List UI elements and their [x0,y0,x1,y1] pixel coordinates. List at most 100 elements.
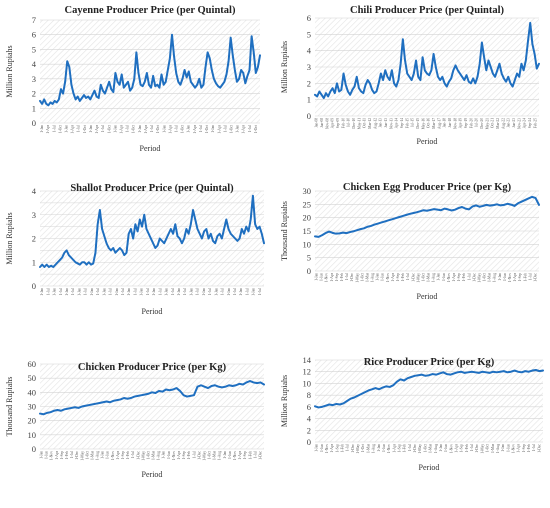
x-tick-label: 1-Sep [182,451,186,460]
x-tick-label: Dec-20 [480,118,484,129]
x-tick-label: Apr-09 [331,118,335,129]
x-tick-label: 1-Jan [162,125,166,133]
x-tick-label: Oct-11 [363,118,367,128]
chart-title: Rice Producer Price (per Kg) [364,357,495,368]
x-tick-label: 1-Feb [401,273,405,282]
x-tick-label: 1-Sep [457,273,461,282]
x-tick-label: 1-Apr [242,124,246,133]
x-tick-label: 1-Nov [111,451,115,460]
plot-area [40,20,260,123]
x-tick-label: 1-Feb [527,444,531,453]
x-tick-label: 1-Dec [136,451,140,460]
x-tick-label: 1-May [416,273,420,283]
x-tick-label: Feb-20 [469,118,473,128]
x-tick-label: Sep-14 [400,118,404,128]
x-tick-label: Jul-20 [475,118,479,127]
x-tick-label: 1-Apr [144,124,148,133]
x-tick-label: Dec-15 [416,118,420,129]
y-tick-label: 10 [303,378,312,388]
x-tick-label: 1-Nov [172,451,176,460]
plot-area [315,360,543,442]
series-line [314,21,540,100]
x-tick-label: Mar-22 [496,118,500,129]
x-tick-label: 1-Aug [496,444,500,453]
x-tick-label: 1-Jan [89,125,93,133]
x-tick-label: 1-Jul [96,288,100,295]
y-tick-label: 4 [32,59,37,69]
x-tick-label: 1-Jul [131,451,135,458]
x-tick-label: 1-Dec [533,273,537,282]
x-tick-label: 1-Jul [470,444,474,451]
x-tick-label: 1-Jun [228,451,232,459]
x-tick-label: Apr-14 [395,118,399,129]
x-tick-label: 1-Jan [165,288,169,296]
y-tick-label: 3 [32,210,36,220]
x-tick-label: 1-Mar [213,450,217,460]
x-tick-label: 1-Oct [156,125,160,133]
x-axis-label: Period [142,470,163,479]
x-tick-label: 1-Apr [391,272,395,281]
x-tick-label: 1-Oct [486,444,490,452]
x-tick-label: 1-Jan [223,451,227,459]
x-tick-label: 1-Jan [214,288,218,296]
x-tick-label: Sep-24 [528,118,532,128]
y-tick-label: 5 [307,253,311,263]
x-tick-label: 1-Jan [187,125,191,133]
x-tick-label: 1-Nov [447,273,451,282]
x-tick-label: 1-Jul [233,288,237,295]
x-tick-label: 1-Jan [113,125,117,133]
x-tick-label: 1-Jun [503,273,507,281]
x-tick-label: 1-Mar [427,272,431,282]
x-tick-label: 1-Jan [162,451,166,459]
x-tick-label: 1-Jun [320,273,324,281]
x-tick-label: 1-Sep [121,451,125,460]
x-tick-label: Jan-18 [443,118,447,128]
x-tick-label: 1-May [80,451,84,461]
x-tick-label: 1-Jan [227,288,231,296]
x-tick-label: 1-Feb [341,444,345,453]
x-tick-label: 1-Jul [158,288,162,295]
y-tick-label: 30 [303,186,312,196]
x-tick-label: Mar-17 [432,118,436,129]
x-tick-label: 1-Sep [398,444,402,453]
x-tick-label: 1-Mar [429,443,433,453]
x-tick-label: 1-Jan [315,273,319,281]
x-tick-label: 1-Dec [413,444,417,453]
x-tick-label: 1-Jan [152,288,156,296]
x-tick-label: 1-Jul [121,288,125,295]
x-tick-label: 1-Mar [488,272,492,282]
x-tick-label: Mar-12 [368,118,372,129]
y-tick-label: 10 [28,430,37,440]
x-tick-label: 1-Jun [167,451,171,459]
y-tick-label: 0 [307,437,311,447]
y-axis-label: Million Rupiahs [280,375,289,427]
x-tick-label: 1-Apr [95,124,99,133]
x-tick-label: 1-Jun [382,444,386,452]
x-tick-label: Apr-24 [523,118,527,129]
x-tick-label: 1-Apr [217,124,221,133]
x-tick-label: 1-Apr [330,443,334,452]
x-tick-label: Dec-10 [352,118,356,129]
x-tick-label: 1-Jan [236,125,240,133]
y-tick-label: 2 [32,234,36,244]
x-tick-label: 1-Jan [377,444,381,452]
x-tick-label: 1-Oct [208,451,212,459]
x-tick-label: 1-Aug [218,451,222,460]
y-tick-label: 6 [32,30,36,40]
y-tick-label: 4 [307,414,312,424]
y-tick-label: 2 [307,425,311,435]
x-tick-label: 1-Feb [523,273,527,282]
x-tick-label: 1-Jun [381,273,385,281]
y-tick-label: 20 [303,213,312,223]
y-tick-label: 8 [307,390,311,400]
x-tick-label: Apr-19 [459,118,463,129]
y-tick-label: 60 [28,359,37,369]
x-tick-label: 1-Jul [532,444,536,451]
x-tick-label: 1-Nov [386,273,390,282]
x-tick-label: 1-Nov [449,444,453,453]
y-tick-label: 14 [303,355,312,365]
x-tick-label: 1-May [355,273,359,283]
x-tick-label: 1-Jan [437,273,441,281]
